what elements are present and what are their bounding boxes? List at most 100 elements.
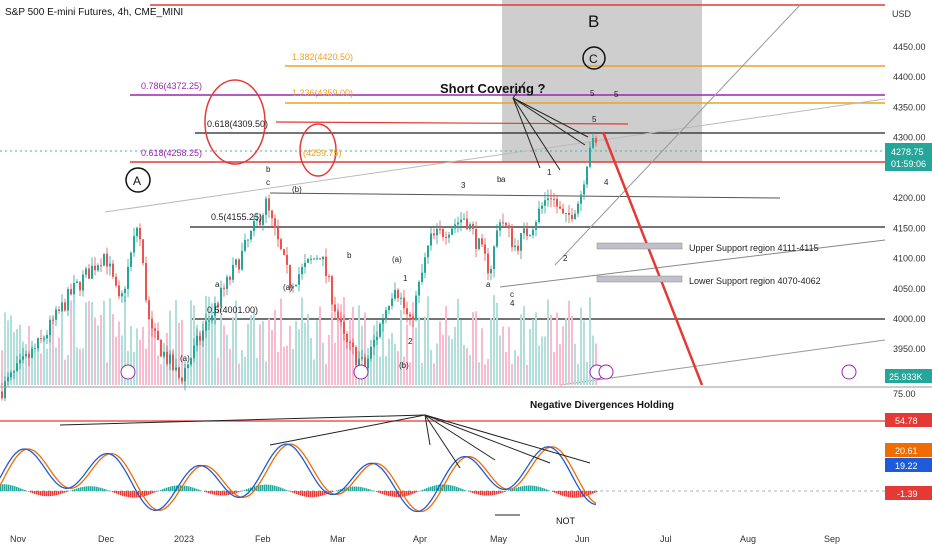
- candle-body: [418, 281, 420, 296]
- volume-bar: [442, 334, 444, 385]
- candle-body: [556, 198, 558, 207]
- osc-hist-bar: [224, 491, 226, 496]
- candle-body: [268, 198, 270, 211]
- candle-body: [427, 245, 429, 258]
- osc-hist-bar: [372, 490, 374, 491]
- osc-hist-bar: [304, 491, 306, 497]
- candle-body: [259, 219, 261, 225]
- volume-bar: [535, 312, 537, 385]
- candle-body: [523, 228, 525, 234]
- candle-body: [487, 253, 489, 274]
- osc-hist-bar: [64, 491, 66, 493]
- volume-value-label: 25.933K: [889, 372, 923, 382]
- candle-body: [367, 358, 369, 369]
- osc-hist-bar: [286, 490, 288, 491]
- time-tick: Apr: [413, 534, 427, 544]
- osc-hist-bar: [524, 485, 526, 491]
- candle-body: [13, 371, 15, 373]
- osc-hist-bar: [536, 486, 538, 491]
- osc-hist-bar: [200, 490, 202, 491]
- osc-hist-bar: [270, 484, 272, 491]
- volume-bar: [241, 350, 243, 385]
- osc-hist-bar: [284, 489, 286, 491]
- osc-hist-bar: [258, 485, 260, 491]
- volume-bar: [124, 295, 126, 385]
- event-icon: [120, 364, 136, 380]
- volume-bar: [403, 356, 405, 385]
- volume-bar: [160, 364, 162, 385]
- volume-badge: [885, 369, 932, 383]
- osc-hist-bar: [184, 485, 186, 491]
- volume-bar: [475, 311, 477, 385]
- osc-hist-bar: [570, 491, 572, 498]
- candle-body: [355, 347, 357, 365]
- candle-body: [466, 218, 468, 230]
- candle-body: [463, 218, 465, 220]
- candle-body: [160, 339, 162, 357]
- osc-hist-bar: [392, 491, 394, 497]
- volume-bar: [118, 321, 120, 385]
- candle-body: [196, 335, 198, 346]
- volume-bar: [577, 364, 579, 385]
- osc-hist-bar: [388, 491, 390, 496]
- gray-channel-1: [499, 239, 886, 288]
- volume-bar: [547, 299, 549, 385]
- osc-hist-bar: [174, 485, 176, 491]
- osc-hist-bar: [510, 489, 512, 491]
- event-icons[interactable]: [120, 364, 857, 380]
- osc-hist-bar: [446, 484, 448, 491]
- price-tick: 4400.00: [893, 72, 926, 82]
- volume-bar: [289, 325, 291, 385]
- wave-b-box: [502, 0, 702, 162]
- volume-bar: [394, 343, 396, 385]
- candle-body: [73, 283, 75, 295]
- osc-hist-bar: [262, 484, 264, 491]
- volume-bar: [328, 335, 330, 385]
- osc-hist-bar: [178, 485, 180, 491]
- volume-bar: [154, 322, 156, 385]
- osc-hist-bar: [16, 486, 18, 491]
- volume-bar: [142, 327, 144, 385]
- osc-tick-1922: 19.22: [895, 461, 918, 471]
- osc-hist-bar: [142, 491, 144, 497]
- candle-body: [364, 357, 366, 369]
- osc-hist-bar: [560, 491, 562, 496]
- osc-hist-bar: [404, 491, 406, 497]
- candle-body: [370, 346, 372, 359]
- candle-body: [1, 391, 3, 399]
- osc-hist-bar: [52, 491, 54, 496]
- time-axis-bg[interactable]: [0, 527, 932, 550]
- candle-body: [322, 256, 324, 260]
- wave-labels: b c (b) 3 b 1 5 5 5 4 a (a) b (a) 1 2 (b…: [180, 89, 619, 370]
- price-tick: 4350.00: [893, 102, 926, 112]
- osc-hist-bar: [386, 491, 388, 496]
- event-icon: [841, 364, 857, 380]
- osc-hist-bar: [96, 486, 98, 491]
- candle-body: [265, 198, 267, 215]
- svg-text:2: 2: [408, 337, 413, 346]
- candle-body: [271, 210, 273, 219]
- osc-hist-bar: [578, 491, 580, 498]
- osc-hist-bar: [368, 489, 370, 491]
- volume-bar: [181, 319, 183, 385]
- candle-body: [283, 249, 285, 255]
- volume-bar: [457, 298, 459, 385]
- volume-bar: [157, 355, 159, 385]
- svg-text:2: 2: [563, 254, 568, 263]
- svg-text:(a): (a): [392, 255, 402, 264]
- osc-hist-bar: [254, 486, 256, 491]
- candle-body: [520, 233, 522, 251]
- osc-hist-bar: [480, 491, 482, 496]
- volume-bar: [121, 335, 123, 385]
- osc-hist-bar: [62, 491, 64, 494]
- candle-body: [241, 250, 243, 270]
- volume-bar: [52, 316, 54, 385]
- volume-bar: [205, 295, 207, 385]
- volume-bar: [370, 347, 372, 385]
- osc-hist-bar: [248, 488, 250, 491]
- volume-bar: [310, 337, 312, 385]
- time-tick: May: [490, 534, 508, 544]
- osc-hist-bar: [492, 491, 494, 496]
- fib-label-0618-purple: 0.618(4258.25): [141, 148, 202, 158]
